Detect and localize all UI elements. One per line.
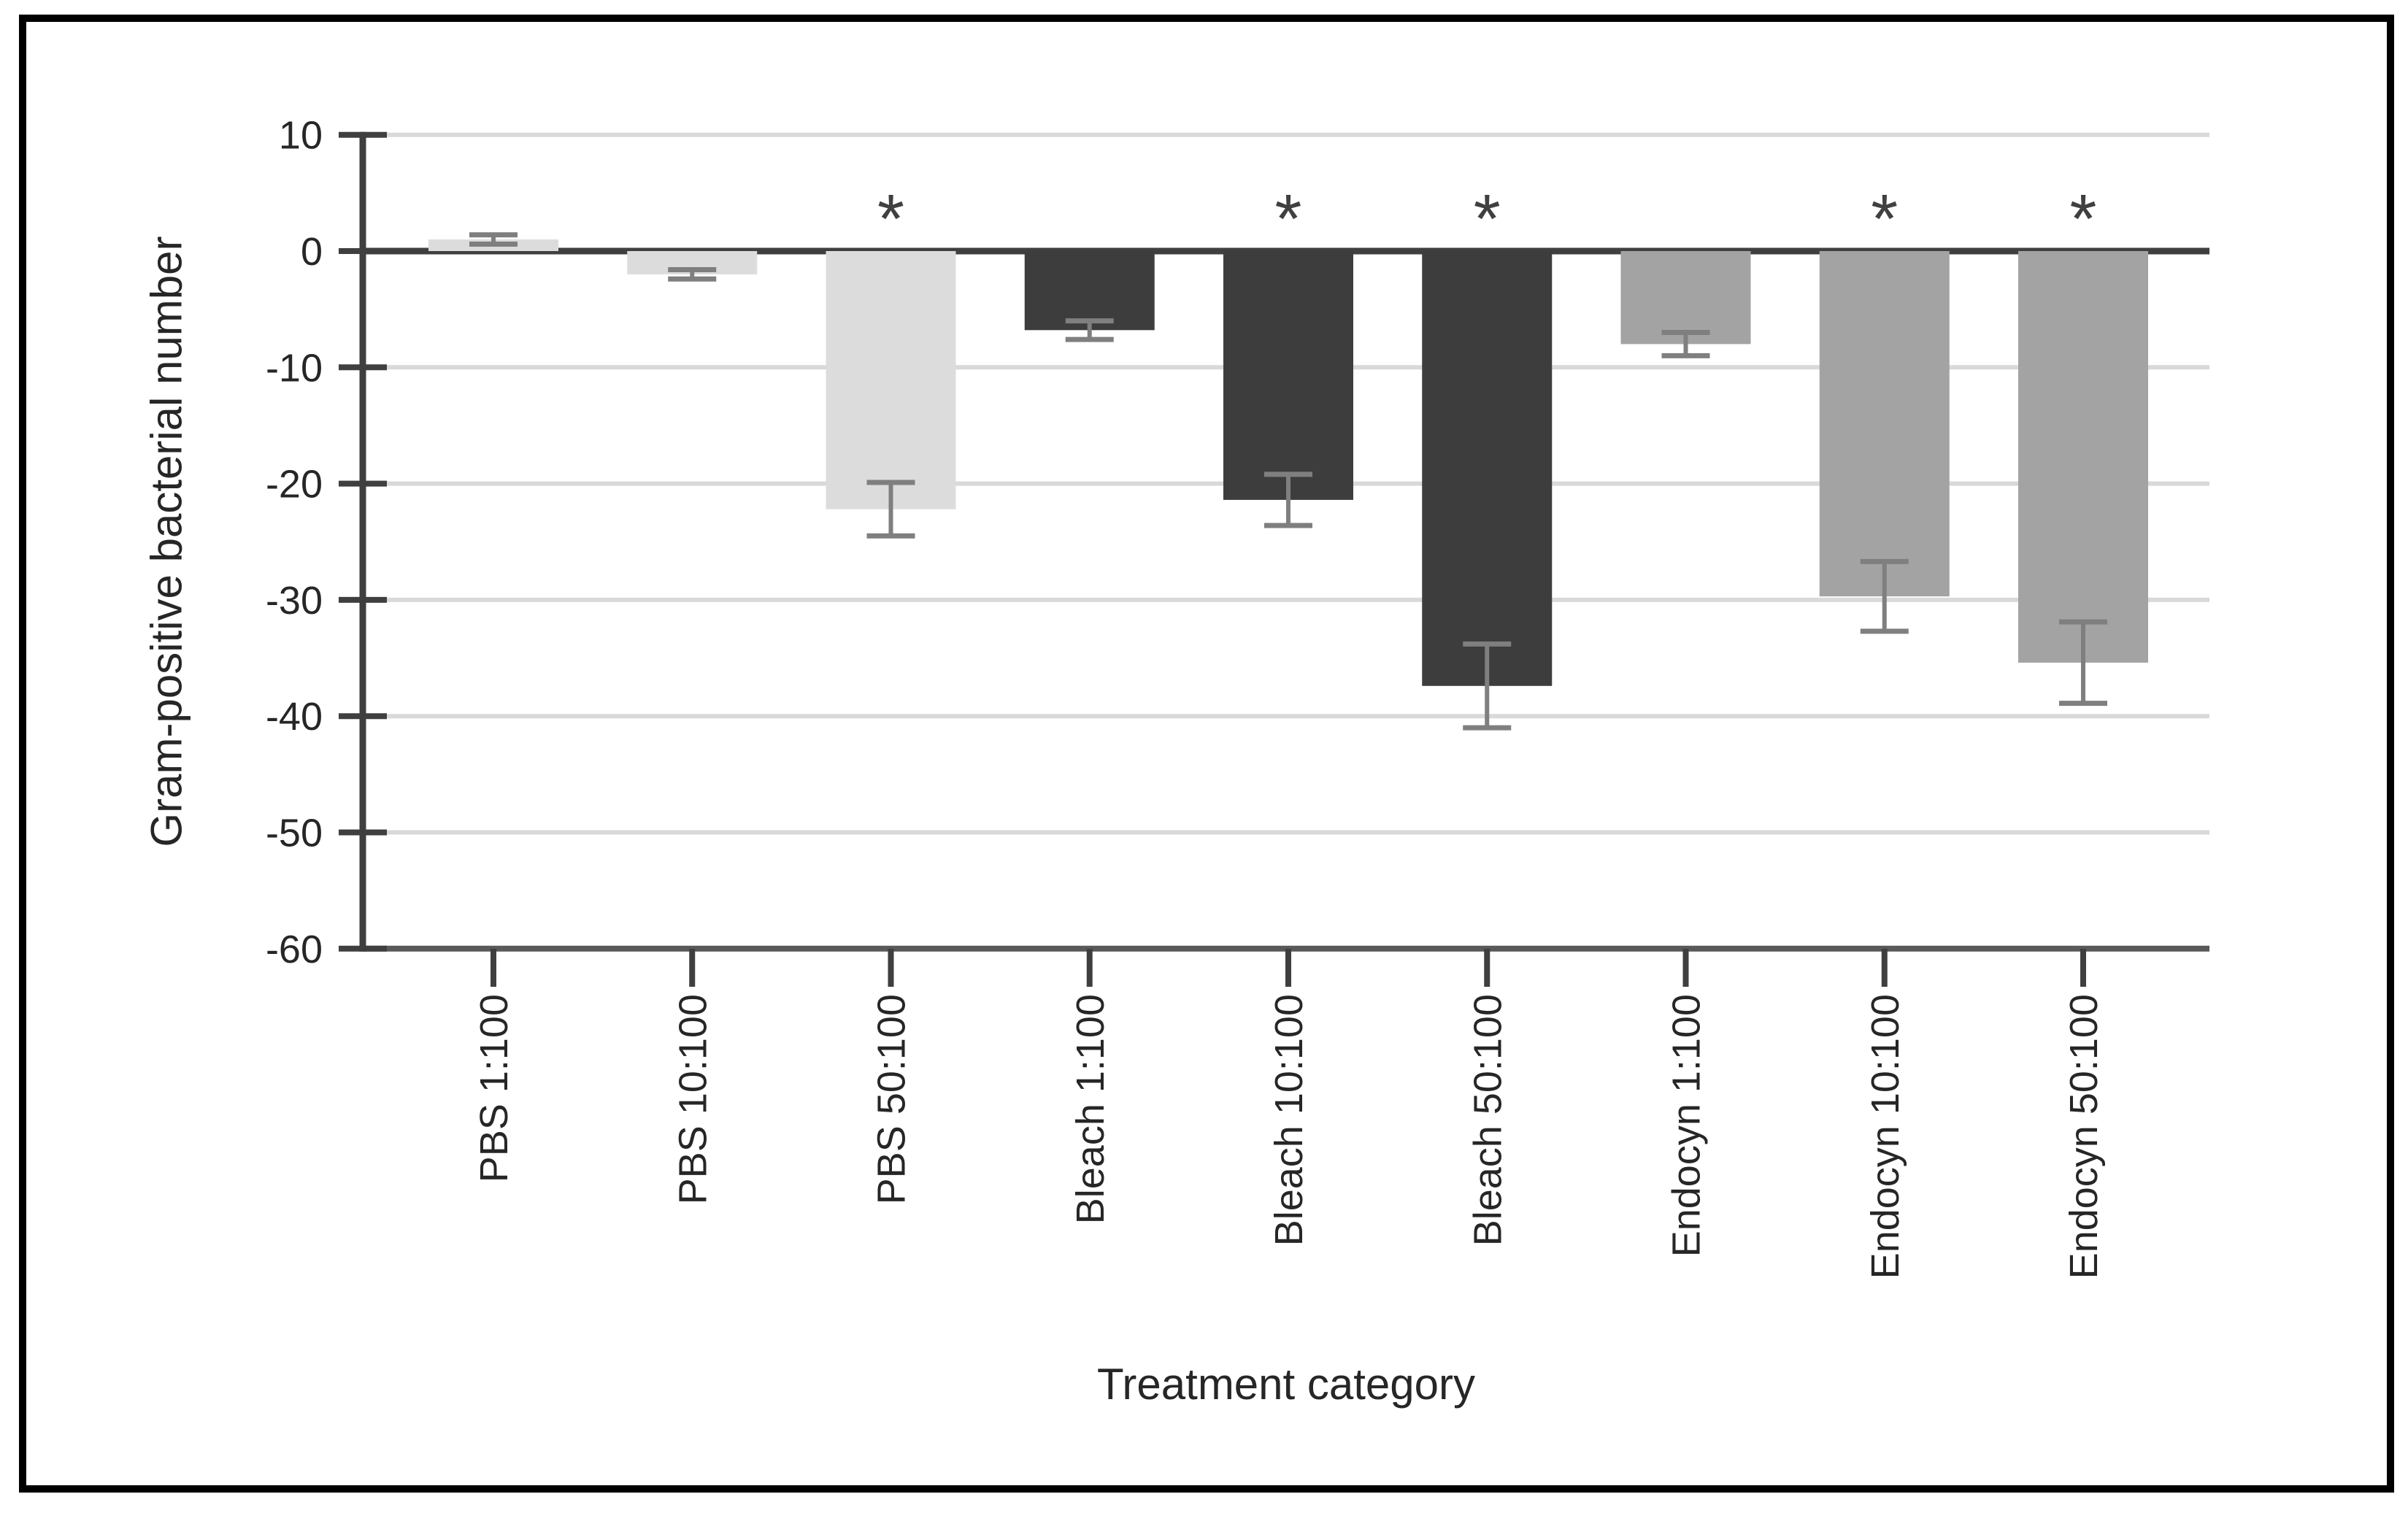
y-tick-label: 0 <box>301 230 323 274</box>
y-tick-label: -10 <box>266 346 323 390</box>
y-tick-label: -50 <box>266 812 323 855</box>
significance-asterisk: * <box>1275 180 1302 258</box>
x-category-label: Bleach 50:100 <box>1466 994 1509 1246</box>
y-axis-title: Gram-positive bacterial number <box>142 236 191 847</box>
bar <box>1620 251 1751 344</box>
significance-asterisk: * <box>1474 180 1501 258</box>
bar <box>1223 251 1353 500</box>
y-tick-label: -20 <box>266 463 323 507</box>
significance-asterisk: * <box>1871 180 1898 258</box>
bar <box>1422 251 1553 686</box>
x-category-label: Endocyn 50:100 <box>2062 994 2106 1279</box>
y-tick-label: 10 <box>279 114 323 158</box>
y-tick-label: -60 <box>266 928 323 971</box>
bar <box>1024 251 1155 331</box>
x-category-label: Endocyn 10:100 <box>1863 994 1907 1279</box>
figure-border <box>19 15 2394 1493</box>
x-category-label: Endocyn 1:100 <box>1665 994 1709 1257</box>
y-tick-label: -30 <box>266 579 323 623</box>
x-category-label: PBS 10:100 <box>671 994 715 1204</box>
bar <box>826 251 956 509</box>
bar <box>2018 251 2148 663</box>
x-category-label: PBS 1:100 <box>472 994 516 1182</box>
significance-asterisk: * <box>2070 180 2097 258</box>
x-category-label: Bleach 1:100 <box>1069 994 1112 1224</box>
significance-asterisk: * <box>877 180 904 258</box>
bar <box>1819 251 1950 597</box>
x-category-label: Bleach 10:100 <box>1267 994 1311 1246</box>
y-tick-label: -40 <box>266 695 323 739</box>
x-category-label: PBS 50:100 <box>870 994 914 1204</box>
x-axis-title: Treatment category <box>1097 1360 1475 1409</box>
